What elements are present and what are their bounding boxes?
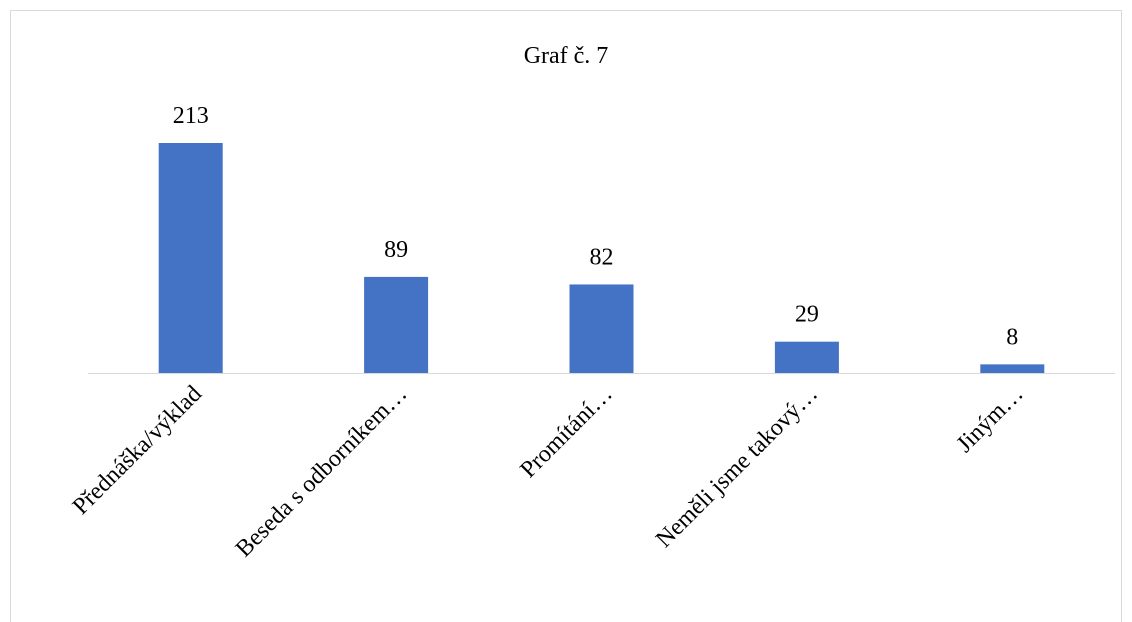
- data-label: 89: [384, 237, 408, 263]
- chart-title: Graf č. 7: [524, 43, 609, 69]
- bar: [980, 364, 1045, 373]
- data-label: 29: [795, 302, 819, 328]
- bar: [774, 341, 839, 373]
- data-label: 82: [590, 244, 614, 270]
- bar: [158, 143, 223, 373]
- bar: [364, 276, 429, 373]
- bar: [569, 284, 634, 373]
- data-label: 8: [1006, 324, 1018, 350]
- data-label: 213: [173, 103, 209, 129]
